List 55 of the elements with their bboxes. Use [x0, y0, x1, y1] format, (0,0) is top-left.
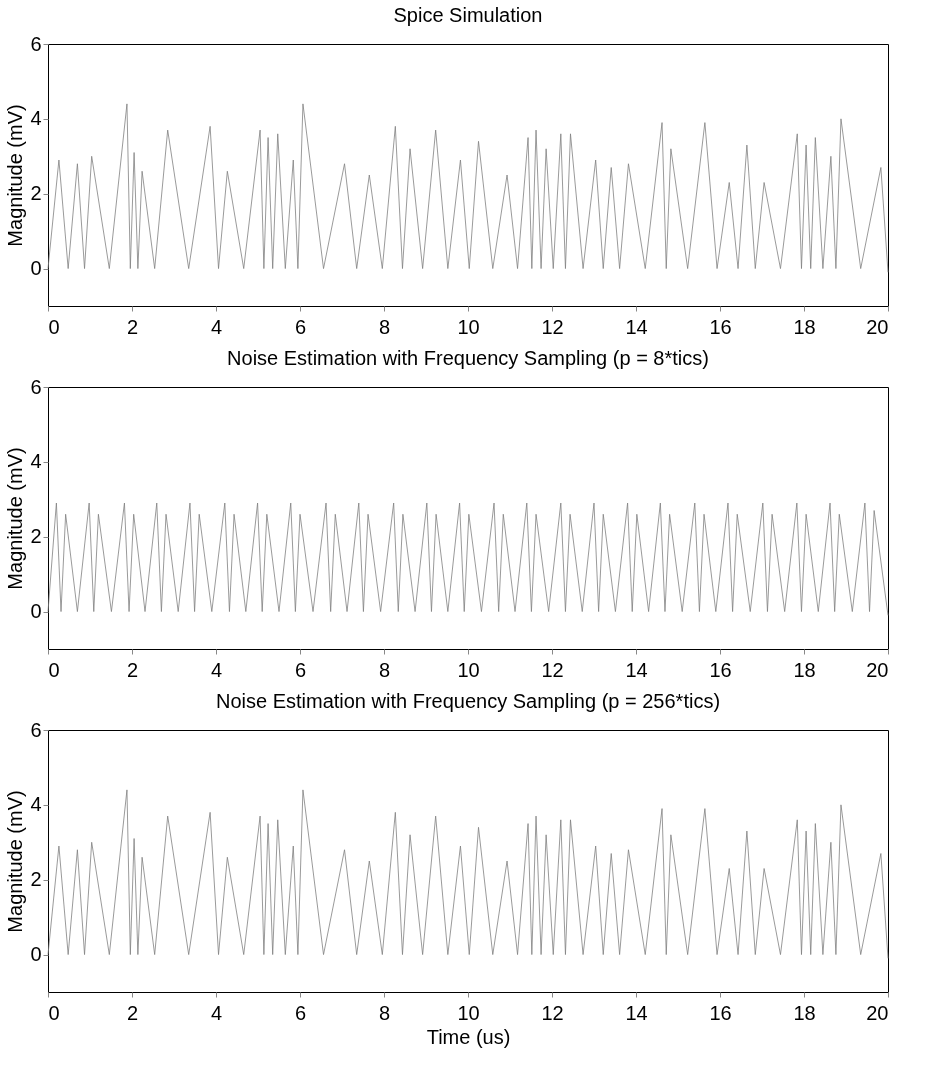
x-tick-label: 2: [126, 658, 139, 681]
x-tick-label: 12: [541, 658, 564, 681]
x-tick-label: 6: [294, 658, 307, 681]
x-tick-label: 0: [48, 658, 60, 681]
y-tick-label: 2: [30, 182, 42, 205]
x-tick-label: 16: [709, 1001, 732, 1024]
chart-title: Noise Estimation with Frequency Sampling (p = 8*tics): [227, 347, 709, 369]
x-tick-label: 0: [48, 315, 60, 338]
y-tick-label: 6: [30, 718, 42, 741]
x-tick-label: 18: [793, 315, 816, 338]
y-axis-title: Magnitude (mV): [4, 447, 27, 590]
x-tick-label: 20: [866, 315, 889, 338]
x-tick-label: 4: [210, 1001, 223, 1024]
x-tick-label: 2: [126, 315, 139, 338]
x-tick-label: 14: [625, 1001, 648, 1024]
y-tick-label: 4: [30, 793, 42, 816]
x-tick-label: 8: [378, 1001, 391, 1024]
x-tick-label: 6: [294, 1001, 307, 1024]
x-tick-label: 16: [709, 315, 732, 338]
y-tick-label: 6: [30, 32, 42, 55]
x-tick-label: 8: [378, 315, 391, 338]
y-tick-label: 0: [30, 257, 42, 280]
x-tick-label: 12: [541, 315, 564, 338]
chart-title: Noise Estimation with Frequency Sampling (p = 256*tics): [215, 690, 721, 712]
x-tick-label: 0: [48, 1001, 60, 1024]
x-tick-label: 20: [866, 658, 889, 681]
x-tick-label: 2: [126, 1001, 139, 1024]
x-tick-label: 16: [709, 658, 732, 681]
x-tick-label: 10: [457, 1001, 480, 1024]
x-tick-label: 20: [866, 1001, 889, 1024]
x-tick-label: 10: [457, 315, 480, 338]
y-axis-title: Magnitude (mV): [4, 790, 27, 933]
y-tick-label: 4: [30, 450, 42, 473]
x-tick-label: 10: [457, 658, 480, 681]
line-series: [47, 502, 889, 616]
x-tick-label: 6: [294, 315, 307, 338]
x-tick-label: 14: [625, 658, 648, 681]
x-tick-label: 8: [378, 658, 391, 681]
x-tick-label: 12: [541, 1001, 564, 1024]
x-tick-label: 4: [210, 315, 223, 338]
y-tick-label: 2: [30, 868, 42, 891]
y-tick-label: 0: [30, 600, 42, 623]
line-series: [47, 103, 889, 273]
x-tick-label: 4: [210, 658, 223, 681]
y-axis-title: Magnitude (mV): [4, 104, 27, 247]
y-tick-label: 6: [30, 375, 42, 398]
y-tick-label: 2: [30, 525, 42, 548]
x-tick-label: 18: [793, 658, 816, 681]
y-tick-label: 0: [30, 943, 42, 966]
x-tick-label: 18: [793, 1001, 816, 1024]
chart-title: Spice Simulation: [393, 4, 543, 26]
y-tick-label: 4: [30, 107, 42, 130]
x-tick-label: 14: [625, 315, 648, 338]
line-series: [47, 789, 889, 959]
x-axis-title: Time (us): [426, 1025, 511, 1048]
